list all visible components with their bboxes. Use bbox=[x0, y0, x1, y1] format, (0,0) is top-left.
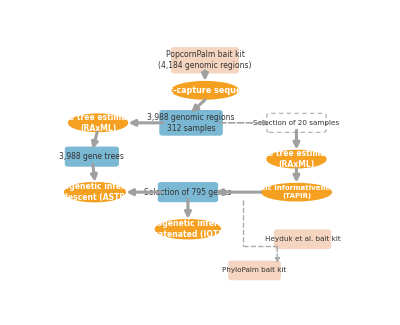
FancyBboxPatch shape bbox=[274, 230, 331, 248]
Text: Heyduk et al. bait kit: Heyduk et al. bait kit bbox=[265, 236, 340, 242]
Text: PopcornPalm bait kit
(4,184 genomic regions): PopcornPalm bait kit (4,184 genomic regi… bbox=[158, 50, 252, 70]
Ellipse shape bbox=[68, 113, 128, 132]
FancyBboxPatch shape bbox=[172, 48, 238, 73]
Text: Selection of 795 genes: Selection of 795 genes bbox=[144, 188, 232, 197]
Text: Phylogenetic informativeness analysis
(TAPIR): Phylogenetic informativeness analysis (T… bbox=[220, 185, 373, 199]
Ellipse shape bbox=[266, 150, 327, 168]
Ellipse shape bbox=[64, 182, 126, 202]
Text: Target-capture sequencing: Target-capture sequencing bbox=[144, 86, 266, 95]
Ellipse shape bbox=[155, 219, 221, 240]
Text: Gene tree estimation
(RAxML): Gene tree estimation (RAxML) bbox=[251, 149, 342, 169]
FancyBboxPatch shape bbox=[160, 111, 222, 135]
FancyBboxPatch shape bbox=[158, 183, 218, 202]
FancyBboxPatch shape bbox=[229, 261, 280, 280]
Text: 3,988 gene trees: 3,988 gene trees bbox=[60, 152, 124, 161]
Text: PhyloPalm bait kit: PhyloPalm bait kit bbox=[222, 267, 287, 273]
Text: Gene tree estimation
(RAxML): Gene tree estimation (RAxML) bbox=[52, 113, 144, 133]
Ellipse shape bbox=[171, 81, 239, 100]
FancyBboxPatch shape bbox=[65, 147, 118, 166]
Text: Phylogenetic inference
coalescent (ASTRAL): Phylogenetic inference coalescent (ASTRA… bbox=[45, 182, 145, 202]
Text: 3,988 genomic regions
312 samples: 3,988 genomic regions 312 samples bbox=[147, 113, 235, 133]
Text: Phylogenetic inference
concatenated (IQTREE): Phylogenetic inference concatenated (IQT… bbox=[138, 219, 238, 239]
FancyBboxPatch shape bbox=[267, 113, 326, 132]
Ellipse shape bbox=[261, 183, 332, 202]
Text: Selection of 20 samples: Selection of 20 samples bbox=[253, 120, 340, 126]
